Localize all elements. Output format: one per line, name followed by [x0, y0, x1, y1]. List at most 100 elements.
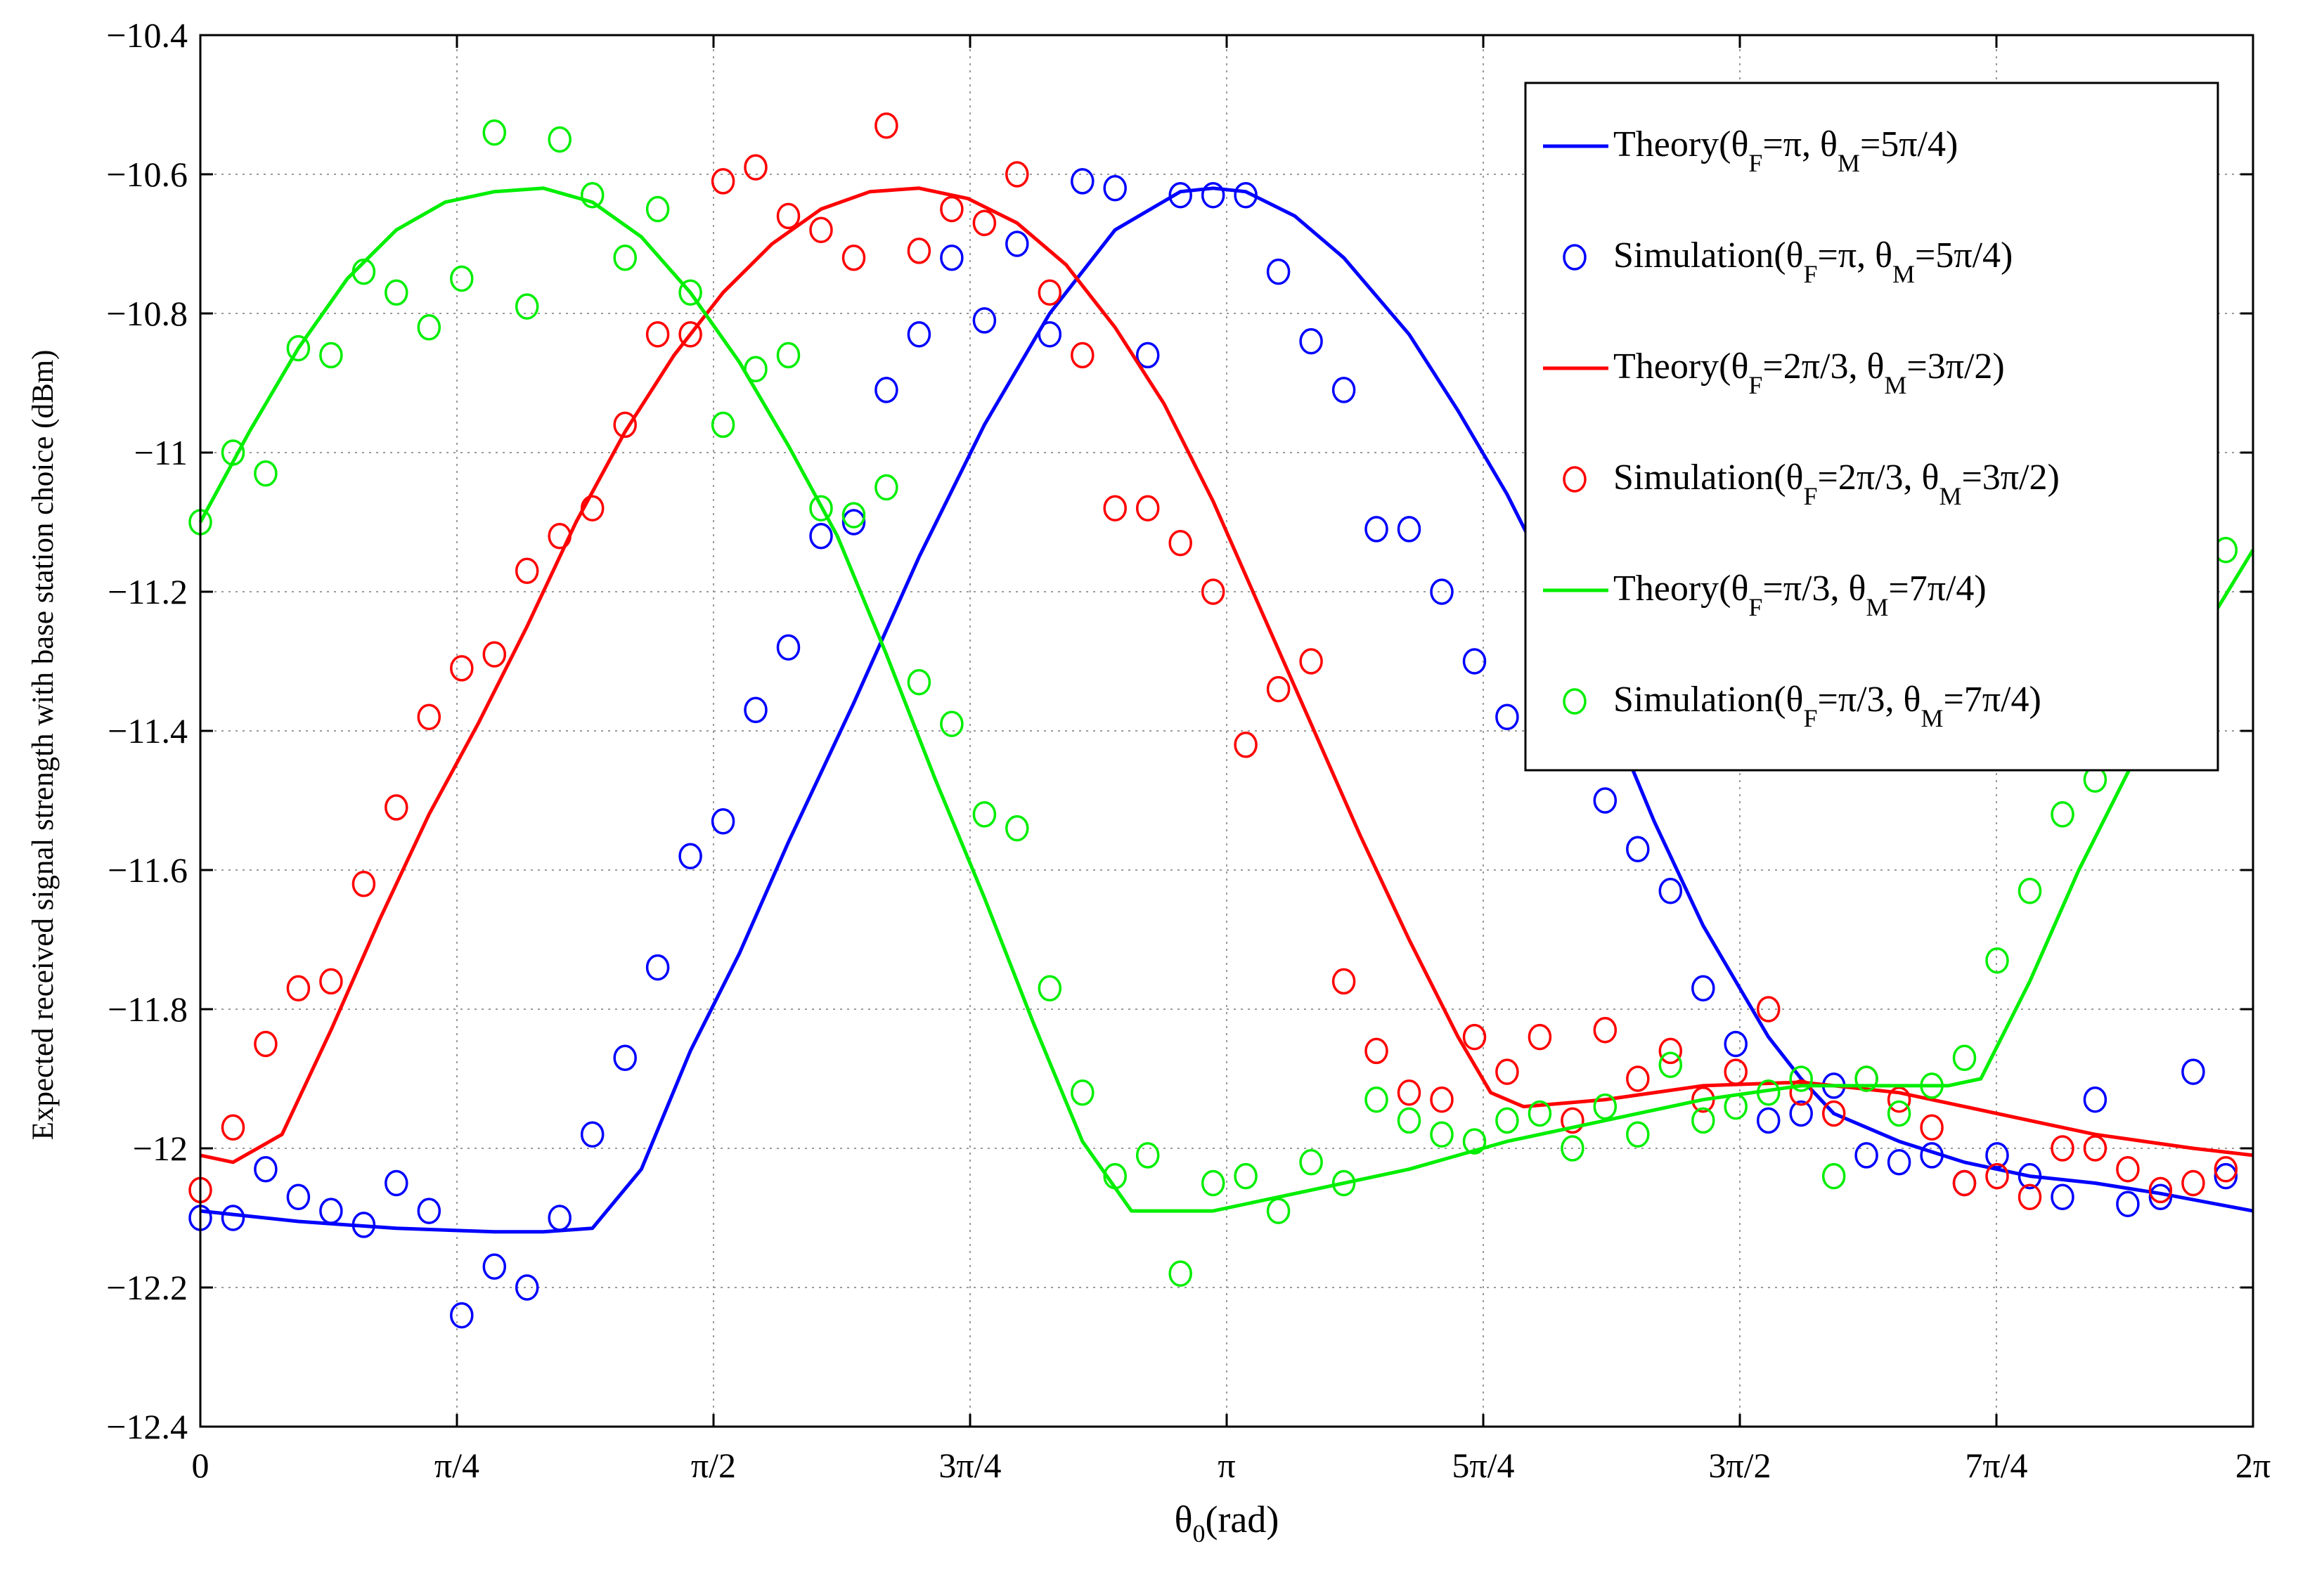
legend-entry: Simulation(θF=2π/3, θM=3π/2): [1563, 458, 2060, 510]
legend-label-part: F: [1748, 371, 1762, 399]
simulation-point: [2083, 1135, 2107, 1162]
simulation-point: [417, 314, 441, 341]
simulation-point: [1952, 1169, 1977, 1197]
simulation-point: [2018, 1162, 2042, 1190]
simulation-point: [711, 168, 735, 195]
legend-label-part: =3π/2): [1961, 458, 2059, 498]
simulation-point: [1626, 1065, 1650, 1092]
simulation-point: [613, 1044, 637, 1072]
legend-box: [1524, 82, 2219, 772]
y-tick-label: −10.8: [106, 294, 188, 333]
legend-label-part: Theory(θ: [1613, 124, 1748, 164]
simulation-point: [1234, 1162, 1258, 1190]
simulation-point: [1038, 279, 1062, 306]
simulation-point: [972, 209, 997, 237]
legend-entry: Simulation(θF=π, θM=5π/4): [1563, 235, 2013, 288]
grid: [200, 35, 2253, 1427]
simulation-point: [417, 703, 441, 730]
simulation-point: [1821, 1100, 1846, 1127]
simulation-point: [385, 1169, 408, 1197]
simulation-point: [1756, 996, 1781, 1023]
simulation-point: [711, 807, 735, 835]
simulation-point: [645, 320, 670, 348]
simulation-point: [1920, 1114, 1944, 1141]
series-2: [200, 186, 2254, 1164]
simulation-point: [1005, 161, 1029, 188]
legend-label-part: =π/3, θ: [1818, 680, 1921, 720]
simulation-point: [1071, 342, 1095, 369]
legend-label: Simulation(θF=π/3, θM=7π/4): [1613, 680, 2041, 732]
simulation-point: [2051, 1135, 2074, 1162]
legend: Theory(θF=π, θM=5π/4) Simulation(θF=π, θM…: [1524, 82, 2219, 772]
simulation-point: [678, 279, 702, 306]
simulation-point: [580, 1121, 605, 1148]
simulation-point: [1887, 1100, 1911, 1127]
simulation-point: [221, 439, 245, 466]
simulation-point: [1430, 578, 1454, 605]
simulation-point: [2181, 1169, 2205, 1197]
simulation-point: [678, 843, 702, 869]
simulation-point: [1658, 1037, 1683, 1065]
simulation-point: [417, 1198, 441, 1224]
y-tick-label: −11: [134, 433, 188, 472]
simulation-point: [1071, 168, 1095, 195]
simulation-point: [613, 411, 637, 439]
theory-line: [198, 186, 2255, 1213]
simulation-point: [515, 293, 539, 320]
simulation-point: [286, 335, 311, 362]
legend-entry: Theory(θF=π/3, θM=7π/4): [1543, 569, 1987, 621]
series-5: [188, 119, 2238, 1287]
series-4: [198, 186, 2255, 1213]
simulation-point: [1005, 815, 1029, 842]
series-layer: [188, 112, 2255, 1329]
simulation-point: [580, 181, 605, 209]
legend-label-part: =π, θ: [1818, 235, 1893, 275]
simulation-point: [1528, 1100, 1552, 1127]
legend-marker-swatch: [1563, 466, 1587, 493]
simulation-point: [1168, 181, 1192, 209]
x-tick-label: 7π/4: [1965, 1446, 2027, 1485]
simulation-point: [254, 460, 278, 487]
simulation-point: [907, 320, 931, 348]
legend-entry: Theory(θF=π, θM=5π/4): [1543, 124, 1958, 177]
x-tick-label: 3π/4: [938, 1446, 1001, 1485]
simulation-point: [221, 1205, 245, 1231]
simulation-point: [450, 1302, 474, 1329]
simulation-point: [1985, 947, 2009, 974]
legend-label-part: M: [1892, 260, 1915, 288]
simulation-point: [1756, 1079, 1781, 1106]
legend-label-part: Theory(θ: [1613, 346, 1748, 387]
simulation-point: [1071, 1079, 1095, 1106]
simulation-point: [744, 356, 768, 382]
simulation-point: [1724, 1058, 1748, 1085]
simulation-point: [874, 474, 898, 501]
simulation-point: [1789, 1100, 1813, 1127]
simulation-point: [1626, 836, 1650, 863]
y-tick-label: −11.2: [108, 572, 188, 611]
series-1: [188, 168, 2238, 1329]
simulation-point: [482, 641, 507, 668]
simulation-point: [809, 495, 833, 521]
simulation-point: [2181, 1058, 2205, 1085]
simulation-point: [1462, 1128, 1487, 1155]
simulation-point: [1103, 175, 1127, 202]
simulation-point: [351, 871, 376, 897]
simulation-point: [1593, 1016, 1618, 1044]
simulation-point: [972, 307, 997, 334]
simulation-point: [711, 411, 735, 439]
simulation-point: [254, 1030, 278, 1058]
simulation-point: [1495, 703, 1519, 730]
simulation-point: [1462, 648, 1487, 675]
simulation-point: [1103, 1162, 1127, 1190]
simulation-point: [2116, 1190, 2140, 1217]
x-tick-label: 3π/2: [1708, 1446, 1771, 1485]
x-tick-label: 0: [192, 1446, 209, 1485]
simulation-point: [1397, 1107, 1421, 1134]
x-axis-label: θ0(rad): [1175, 1498, 1279, 1548]
x-tick-label: π/4: [434, 1446, 479, 1485]
legend-entry: Simulation(θF=π/3, θM=7π/4): [1563, 680, 2041, 732]
simulation-point: [1821, 1162, 1846, 1190]
simulation-point: [1364, 1086, 1388, 1113]
y-tick-label: −10.6: [106, 155, 188, 194]
